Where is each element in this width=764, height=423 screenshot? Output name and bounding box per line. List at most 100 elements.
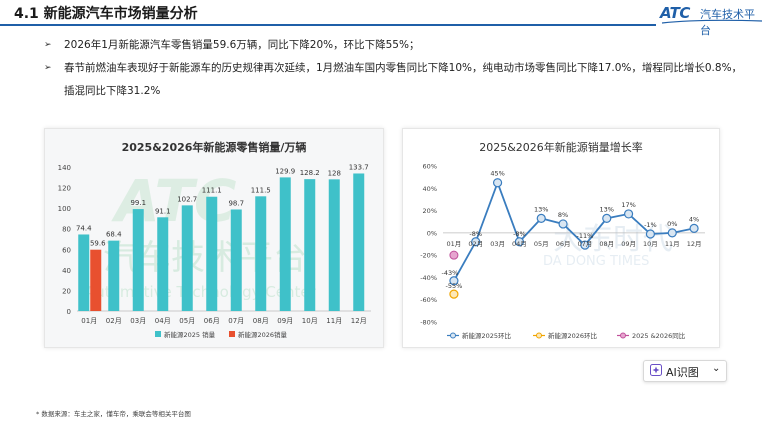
point-2025-mom bbox=[602, 213, 612, 223]
line-series bbox=[449, 178, 699, 299]
bar-value-label: 99.1 bbox=[130, 199, 146, 207]
legend-label: 新能源2025 销量 bbox=[164, 330, 216, 339]
point-2025-mom bbox=[471, 237, 481, 247]
page-title: 4.1 新能源汽车市场销量分析 bbox=[14, 6, 198, 22]
bar-2026 bbox=[90, 249, 102, 311]
bar-2025 bbox=[108, 240, 120, 311]
point-value-label: 17% bbox=[621, 201, 635, 209]
point-2025-mom bbox=[449, 276, 459, 286]
growth-line-chart: 大东时代 DA DONG TIMES 2025&2026年新能源销量增长率 60… bbox=[420, 140, 705, 340]
x-tick-label: 03月 bbox=[490, 240, 505, 248]
y-tick-label: 20 bbox=[62, 287, 71, 295]
legend-swatch-marker bbox=[450, 332, 456, 339]
y-tick-label: 140 bbox=[58, 164, 71, 172]
legend-swatch-marker bbox=[620, 332, 626, 339]
logo-mark: ATC bbox=[660, 4, 690, 22]
source-note: * 数据来源：车主之家，懂车帝，乘联会等相关平台图 bbox=[36, 410, 191, 418]
point-2026-mom bbox=[449, 289, 459, 299]
legend-label: 2025 &2026同比 bbox=[632, 331, 686, 340]
bullet-text: 春节前燃油车表现好于新能源车的历史规律再次延续，1月燃油车国内零售同比下降10%… bbox=[64, 62, 743, 97]
atc-logo: ATC 汽车技术平台 bbox=[660, 4, 764, 37]
point-2025-mom bbox=[667, 228, 677, 238]
y-tick-label: 120 bbox=[58, 185, 71, 193]
bar-2025 bbox=[279, 177, 291, 311]
bullet-item: ➢ 2026年1月新能源汽车零售销量59.6万辆，同比下降20%，环比下降55%… bbox=[44, 34, 744, 57]
x-axis: 01月 02月 03月 04月 05月 06月 07月 08月 09月 10月 11月 12月 bbox=[81, 317, 366, 325]
point-2025-mom bbox=[514, 237, 525, 247]
y-tick-label: 80 bbox=[62, 226, 71, 234]
y-tick-label: 60 bbox=[62, 246, 71, 254]
bar-value-label: 111.5 bbox=[251, 186, 271, 194]
x-tick-label: 03月 bbox=[130, 317, 146, 325]
y-tick-label: 40 bbox=[62, 267, 71, 275]
x-tick-label: 12月 bbox=[687, 240, 702, 248]
point-2025-mom bbox=[558, 219, 568, 229]
sales-bar-chart: ATC 汽车技术平台 Automotive Technology Center … bbox=[58, 140, 371, 339]
y-tick-label: 20% bbox=[423, 207, 437, 215]
x-tick-label: 08月 bbox=[599, 240, 614, 248]
point-value-label: 4% bbox=[689, 215, 699, 223]
logo-swoosh-icon bbox=[661, 19, 763, 24]
legend-label: 新能源2025环比 bbox=[462, 331, 512, 340]
x-tick-label: 05月 bbox=[179, 317, 195, 325]
x-tick-label: 02月 bbox=[106, 317, 122, 325]
bar-2025 bbox=[230, 209, 242, 311]
point-value-label: 13% bbox=[600, 205, 614, 213]
y-tick-label: 40% bbox=[423, 185, 437, 193]
bar-value-label: 59.6 bbox=[90, 240, 106, 248]
legend-swatch bbox=[229, 331, 235, 337]
point-2025-mom bbox=[689, 223, 699, 234]
y-axis: 0 20 40 60 80 100 120 140 bbox=[58, 164, 371, 316]
point-value-label: 45% bbox=[490, 170, 504, 178]
x-tick-label: 08月 bbox=[253, 317, 269, 325]
point-data-labels: -43% -8% 45% -8% 13% 8% -11% 13% 17% -1% 0% 4% -55% bbox=[442, 170, 700, 290]
x-tick-label: 07月 bbox=[578, 240, 593, 248]
x-tick-label: 04月 bbox=[155, 317, 171, 325]
chart-legend: 新能源2025 销量 新能源2026销量 bbox=[155, 330, 288, 339]
bar-value-label: 129.9 bbox=[275, 167, 295, 175]
x-tick-label: 06月 bbox=[204, 317, 220, 325]
x-tick-label: 01月 bbox=[81, 317, 97, 325]
y-tick-label: 0% bbox=[427, 229, 437, 237]
y-tick-label: -40% bbox=[420, 274, 437, 282]
chart-legend: 新能源2025环比 新能源2026环比 2025 &2026同比 bbox=[447, 331, 686, 340]
legend-label: 新能源2026环比 bbox=[548, 331, 598, 340]
x-tick-label: 10月 bbox=[643, 240, 658, 248]
sparkle-icon bbox=[650, 364, 662, 376]
bar-series bbox=[78, 173, 365, 311]
point-2025-mom bbox=[645, 229, 656, 239]
title-divider bbox=[0, 24, 656, 26]
legend-swatch bbox=[155, 331, 161, 337]
watermark-cn2: 大东时代 bbox=[553, 222, 673, 257]
y-axis: 60% 40% 20% 0% -20% -40% -60% -80% bbox=[420, 163, 705, 327]
bar-value-label: 133.7 bbox=[349, 163, 369, 171]
point-value-label: -8% bbox=[513, 230, 526, 238]
bullet-arrow-icon: ➢ bbox=[44, 40, 52, 50]
y-tick-label: 60% bbox=[423, 163, 437, 171]
x-tick-label: 01月 bbox=[447, 240, 462, 248]
point-value-label: -1% bbox=[644, 221, 657, 229]
y-tick-label: -80% bbox=[420, 319, 437, 327]
x-tick-label: 02月 bbox=[468, 240, 483, 248]
legend-label: 新能源2026销量 bbox=[238, 330, 288, 339]
x-tick-label: 09月 bbox=[277, 317, 293, 325]
bar-value-label: 98.7 bbox=[228, 199, 244, 207]
point-2025-mom bbox=[492, 178, 503, 188]
ai-recognize-button[interactable]: AI识图 ⌄ bbox=[643, 360, 727, 382]
y-tick-label: -60% bbox=[420, 296, 437, 304]
point-2025-mom bbox=[580, 240, 590, 250]
x-tick-label: 12月 bbox=[351, 317, 367, 325]
x-tick-label: 09月 bbox=[621, 240, 636, 248]
point-value-label: 13% bbox=[534, 205, 548, 213]
point-value-label: -55% bbox=[446, 282, 463, 290]
point-2025-mom bbox=[536, 213, 546, 223]
bar-2025 bbox=[328, 179, 340, 311]
point-value-label: -8% bbox=[469, 230, 482, 238]
bar-value-label: 102.7 bbox=[177, 195, 197, 203]
point-2025-mom bbox=[623, 209, 634, 219]
bar-2025 bbox=[181, 205, 193, 311]
bar-value-label: 91.1 bbox=[155, 207, 171, 215]
y-tick-label: 0 bbox=[67, 308, 71, 316]
x-tick-label: 10月 bbox=[302, 317, 318, 325]
bar-value-label: 111.1 bbox=[202, 187, 222, 195]
